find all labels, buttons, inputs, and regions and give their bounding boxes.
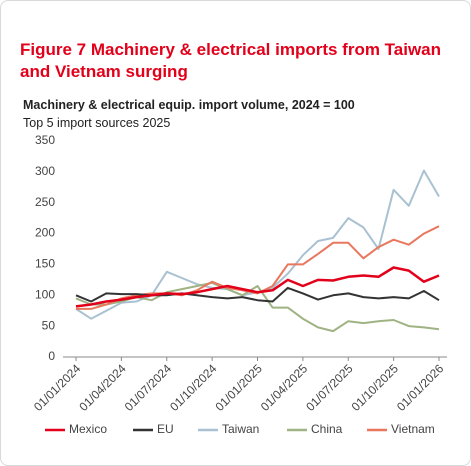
legend-label: Vietnam [391,422,435,436]
series-line [75,266,440,308]
x-tick-label: 01/10/2024 [167,361,220,414]
x-tick-label: 01/07/2025 [303,361,356,414]
y-tick-label: 300 [35,164,55,178]
y-tick-label: 150 [35,257,55,271]
y-tick-label: 0 [48,349,55,363]
x-tick-label: 01/04/2024 [76,361,129,414]
x-tick-label: 01/01/2024 [31,361,84,414]
legend-label: Mexico [69,422,107,436]
series-line [76,225,440,310]
y-tick-label: 250 [35,195,55,209]
legend-label: China [311,422,343,436]
subtitle: Top 5 import sources 2025 [23,116,171,130]
subtitle: Machinery & electrical equip. import vol… [23,98,355,112]
x-tick-label: 01/04/2025 [258,361,311,414]
series-line [75,281,440,333]
x-tick-label: 01/01/2025 [212,361,265,414]
x-tick-label: 01/01/2026 [394,361,447,414]
x-tick-label: 01/10/2025 [349,361,402,414]
y-tick-label: 50 [42,318,56,332]
y-tick-label: 200 [35,226,55,240]
series-line [75,286,440,303]
y-tick-label: 350 [35,133,55,147]
y-tick-label: 100 [35,287,55,301]
legend-label: Taiwan [222,422,259,436]
x-tick-label: 01/07/2024 [122,361,175,414]
legend-label: EU [157,422,174,436]
title: Figure 7 Machinery & electrical imports … [20,40,442,81]
